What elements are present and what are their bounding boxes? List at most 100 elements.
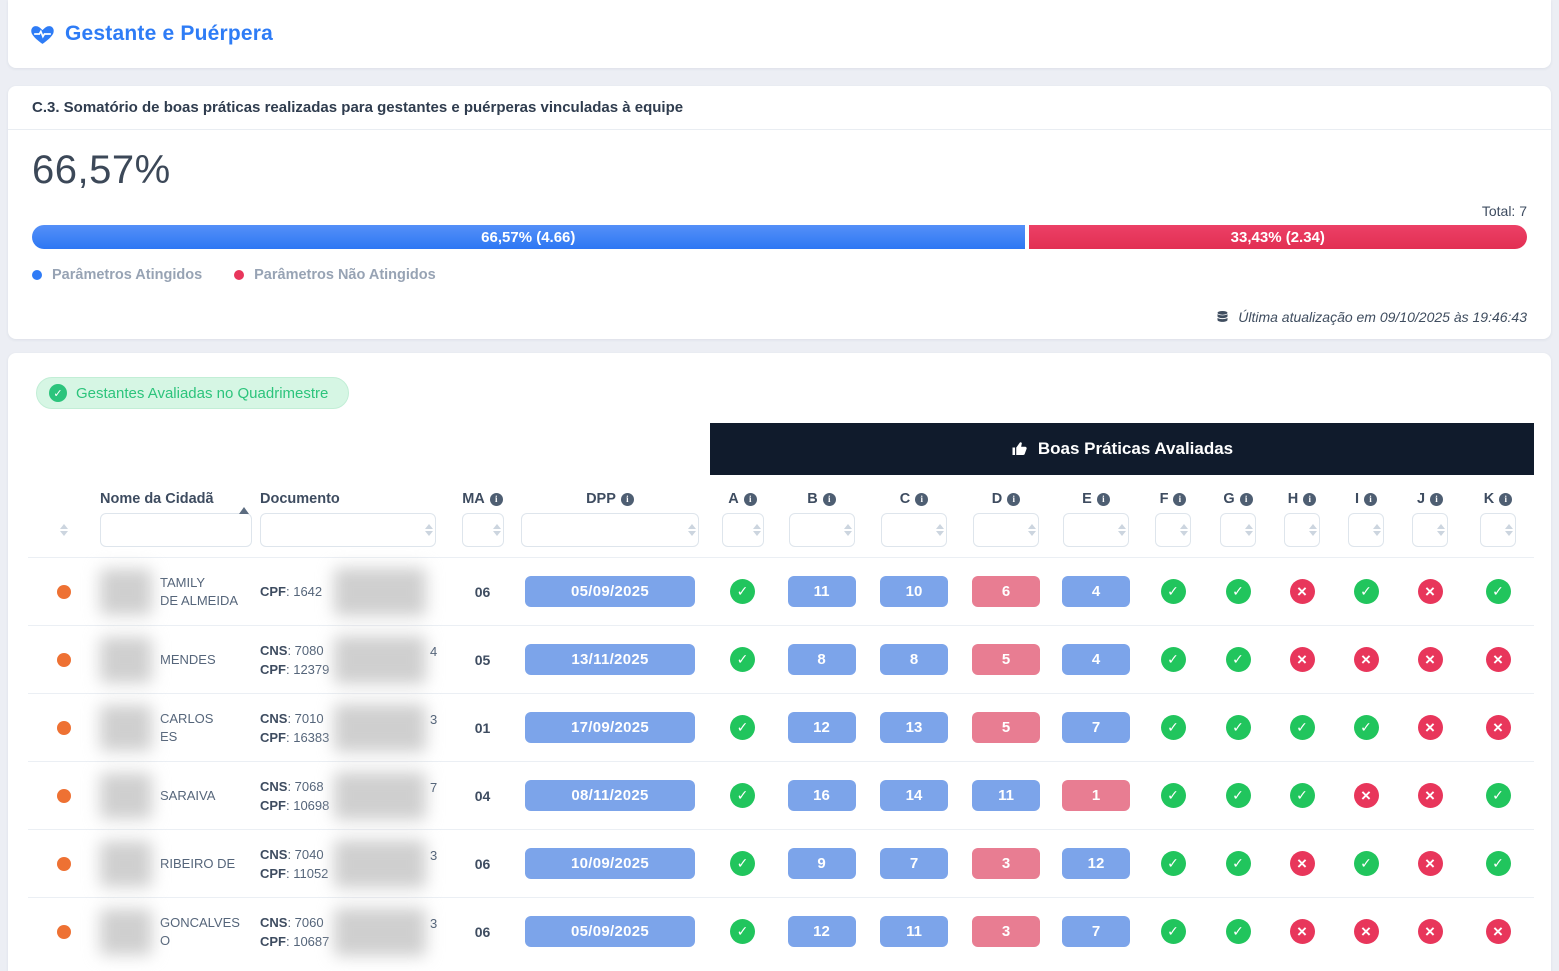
info-icon[interactable]: i <box>822 492 836 506</box>
filter-input-e[interactable] <box>1063 513 1129 547</box>
practice-cell-c: 14 <box>868 780 960 811</box>
dpp-date-badge: 08/11/2025 <box>525 780 695 811</box>
practice-cell-h: × <box>1270 851 1334 876</box>
sort-carets[interactable] <box>843 524 852 536</box>
check-icon: ✓ <box>1225 647 1251 672</box>
filter-input-h[interactable] <box>1284 513 1320 547</box>
filter-input-a[interactable] <box>721 513 764 547</box>
x-icon: × <box>1485 715 1511 740</box>
x-icon: × <box>1353 919 1379 944</box>
sort-carets[interactable] <box>492 524 501 536</box>
filter-cell-k <box>1462 513 1534 547</box>
filter-input-dpp[interactable] <box>521 513 699 547</box>
evaluated-quadrimester-badge[interactable]: ✓ Gestantes Avaliadas no Quadrimestre <box>36 377 350 409</box>
practice-cell-b: 9 <box>775 848 868 879</box>
x-icon: × <box>1485 647 1511 672</box>
practice-cell-h: ✓ <box>1270 783 1334 808</box>
practice-cell-j: × <box>1398 851 1462 876</box>
sort-carets[interactable] <box>1180 524 1188 536</box>
filter-input-f[interactable] <box>1155 513 1191 547</box>
filter-input-k[interactable] <box>1480 513 1516 547</box>
sort-carets[interactable] <box>752 524 761 536</box>
sort-carets[interactable] <box>1437 524 1445 536</box>
practice-cell-b: 11 <box>775 576 868 607</box>
sort-carets[interactable] <box>1309 524 1317 536</box>
count-badge: 12 <box>787 712 856 743</box>
sort-carets[interactable] <box>60 524 68 536</box>
practice-cell-h: ✓ <box>1270 715 1334 740</box>
redacted-document <box>334 907 426 956</box>
sort-carets[interactable] <box>1118 524 1126 536</box>
count-badge: 13 <box>880 712 948 743</box>
filter-input-j[interactable] <box>1412 513 1448 547</box>
sort-carets[interactable] <box>1028 524 1036 536</box>
practice-cell-f: ✓ <box>1140 783 1206 808</box>
filter-input-i[interactable] <box>1348 513 1384 547</box>
practice-cell-h: × <box>1270 579 1334 604</box>
info-icon[interactable]: i <box>1007 492 1021 506</box>
info-icon[interactable]: i <box>1303 492 1317 506</box>
redacted-document <box>334 703 426 752</box>
filter-input-c[interactable] <box>881 513 947 547</box>
sort-carets[interactable] <box>1373 524 1381 536</box>
count-badge: 7 <box>1062 712 1130 743</box>
info-icon[interactable]: i <box>489 492 503 506</box>
practice-cell-i: ✓ <box>1334 715 1398 740</box>
practice-cell-k: ✓ <box>1462 783 1534 808</box>
filter-input-name[interactable] <box>100 513 252 547</box>
check-icon: ✓ <box>1225 579 1251 604</box>
check-icon: ✓ <box>730 851 755 876</box>
x-icon: × <box>1417 579 1443 604</box>
info-icon[interactable]: i <box>1430 492 1444 506</box>
practice-cell-k: × <box>1462 647 1534 672</box>
practice-cell-k: ✓ <box>1462 851 1534 876</box>
heart-pulse-icon <box>30 22 55 47</box>
check-icon: ✓ <box>1485 851 1511 876</box>
info-icon[interactable]: i <box>1239 492 1253 506</box>
info-icon[interactable]: i <box>1364 492 1378 506</box>
info-icon[interactable]: i <box>743 492 757 506</box>
check-icon: ✓ <box>1160 783 1186 808</box>
sort-asc-icon[interactable] <box>239 507 249 514</box>
count-badge: 7 <box>1062 916 1130 947</box>
x-icon: × <box>1417 715 1443 740</box>
filter-input-d[interactable] <box>973 513 1039 547</box>
status-dot <box>57 584 71 599</box>
filter-cell-f <box>1140 513 1206 547</box>
info-icon[interactable]: i <box>1173 492 1187 506</box>
practices-group-label: Boas Práticas Avaliadas <box>1037 439 1234 458</box>
table-row: SARAIVA CNS: 7068 CPF: 10698 7 04 08/11/2025 ✓… <box>28 761 1534 829</box>
sort-carets[interactable] <box>1505 524 1513 536</box>
practice-cell-b: 16 <box>775 780 868 811</box>
filter-cell-document <box>260 513 455 547</box>
filter-input-b[interactable] <box>788 513 855 547</box>
info-icon[interactable]: i <box>620 492 634 506</box>
info-icon[interactable]: i <box>915 492 929 506</box>
column-header-dpp: DPP i <box>510 491 710 507</box>
info-icon[interactable]: i <box>1499 492 1513 506</box>
practice-cell-i: ✓ <box>1334 851 1398 876</box>
filter-input-ma[interactable] <box>461 513 504 547</box>
practice-cell-a: ✓ <box>710 579 775 604</box>
practice-cell-h: × <box>1270 919 1334 944</box>
practice-cell-k: × <box>1462 715 1534 740</box>
sort-carets[interactable] <box>688 524 696 536</box>
document-cell: CNS: 7040 CPF: 11052 3 <box>260 839 455 888</box>
check-icon: ✓ <box>1485 579 1511 604</box>
filter-input-document[interactable] <box>260 513 436 547</box>
sort-carets[interactable] <box>936 524 944 536</box>
status-dot <box>57 924 71 939</box>
info-icon[interactable]: i <box>1096 492 1110 506</box>
practice-cell-c: 13 <box>868 712 960 743</box>
document-cell: CNS: 7068 CPF: 10698 7 <box>260 771 455 820</box>
dpp-cell: 08/11/2025 <box>510 780 710 811</box>
check-icon: ✓ <box>1353 579 1379 604</box>
count-badge: 12 <box>787 916 856 947</box>
practice-cell-i: × <box>1334 783 1398 808</box>
sort-carets[interactable] <box>1245 524 1253 536</box>
sort-carets[interactable] <box>425 524 433 536</box>
citizen-name-cell: TAMILY DE ALMEIDA <box>100 568 260 615</box>
filter-input-g[interactable] <box>1220 513 1256 547</box>
